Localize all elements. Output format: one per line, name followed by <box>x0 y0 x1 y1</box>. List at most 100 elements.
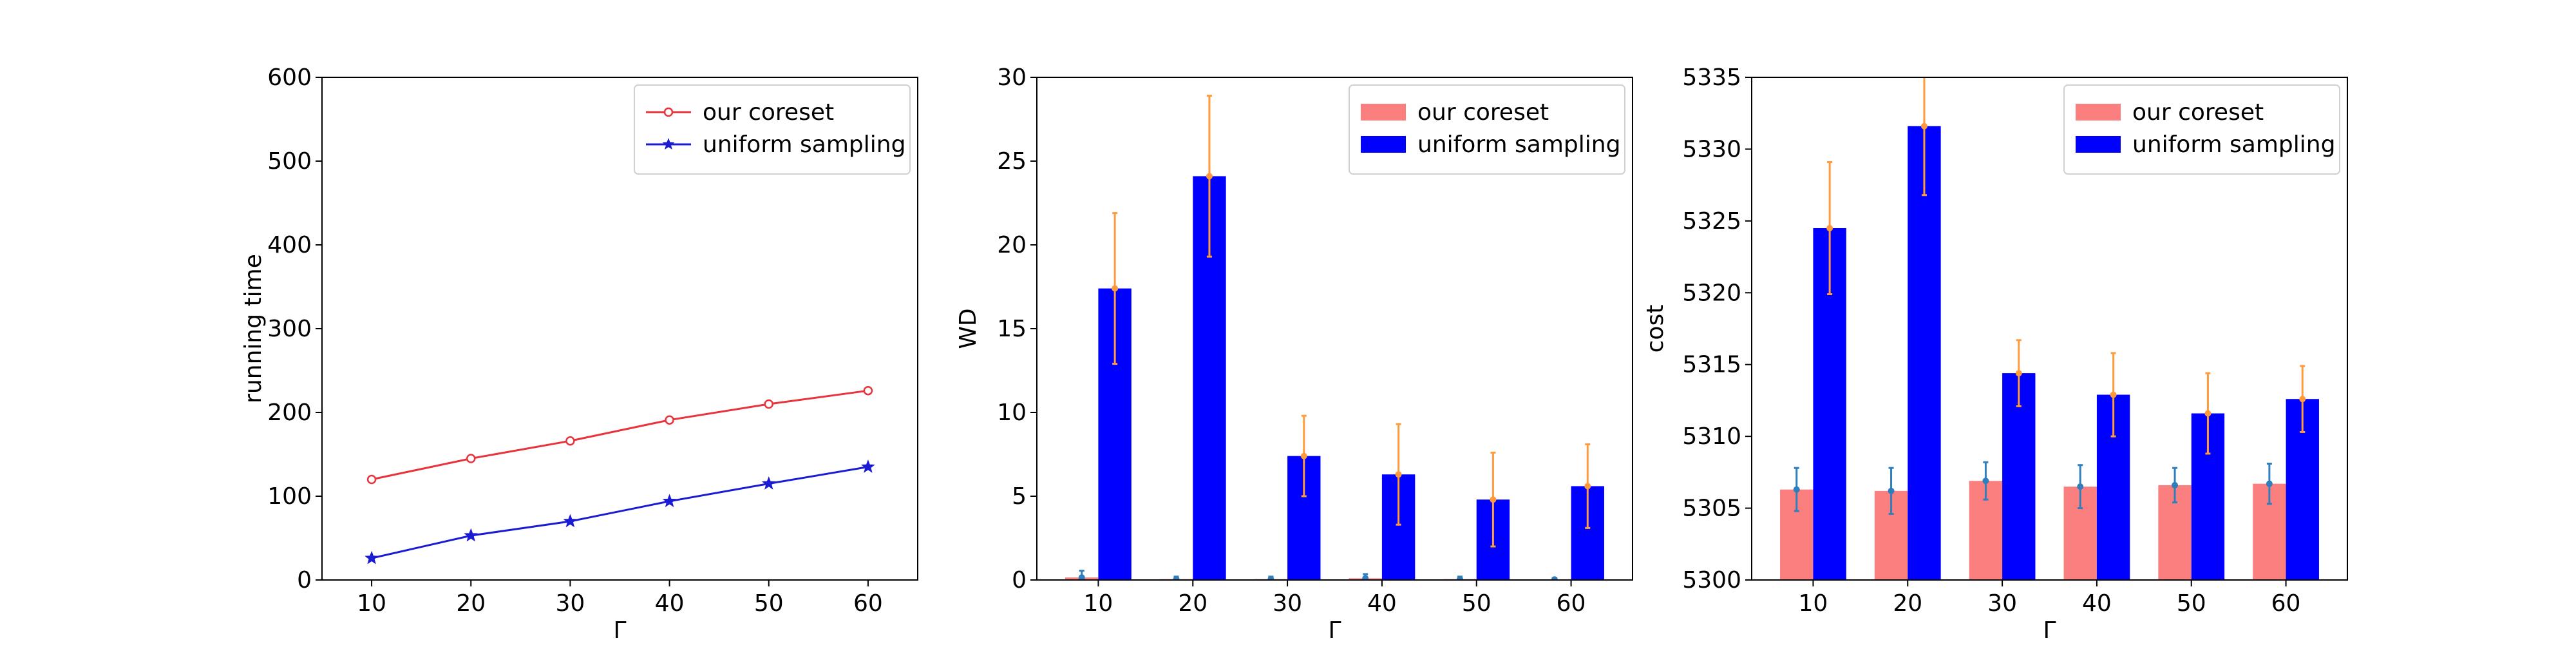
x-tick-label: 30 <box>1987 590 2017 617</box>
mean-marker <box>1982 478 1989 485</box>
mean-marker <box>2172 481 2179 488</box>
mean-marker <box>1793 486 1800 493</box>
data-point <box>761 476 776 490</box>
y-tick-label: 5300 <box>1682 567 1741 594</box>
legend-box <box>634 84 911 175</box>
y-tick-label: 0 <box>1012 567 1027 594</box>
bar-2 <box>2002 373 2036 580</box>
plot-area <box>365 385 875 565</box>
mean-marker <box>1362 575 1369 580</box>
y-tick-label: 30 <box>997 64 1027 91</box>
legend-swatch <box>2076 136 2121 153</box>
legend-entry-1: our coreset <box>2132 99 2264 126</box>
x-tick-label: 20 <box>1178 590 1208 617</box>
y-tick-label: 15 <box>997 316 1027 342</box>
x-tick-label: 50 <box>1462 590 1492 617</box>
mean-marker <box>1490 496 1497 503</box>
axes-frame <box>1751 77 2348 581</box>
legend-swatch <box>1361 136 1406 153</box>
mean-marker <box>1300 452 1307 459</box>
x-axis-label: Γ <box>1328 617 1341 644</box>
x-tick-label: 20 <box>456 590 486 617</box>
x-tick-label: 60 <box>853 590 883 617</box>
mean-marker <box>1267 575 1274 580</box>
x-tick-label: 60 <box>1557 590 1586 617</box>
data-point <box>863 385 873 396</box>
x-tick-label: 30 <box>1273 590 1302 617</box>
x-tick-label: 50 <box>2177 590 2206 617</box>
y-tick-label: 25 <box>997 148 1027 175</box>
mean-marker <box>1078 574 1085 580</box>
y-axis-label: WD <box>955 308 981 349</box>
plot-area <box>1780 77 2319 580</box>
x-tick-label: 40 <box>2082 590 2112 617</box>
series-line-2 <box>371 466 869 559</box>
legend-entry-1: our coreset <box>703 99 834 126</box>
data-point <box>665 415 674 425</box>
chart-panel-1: 0 100 200 300 400 500 600 10 20 30 40 50 60 Γrunning … <box>240 64 918 644</box>
legend-swatch <box>2076 104 2121 121</box>
legend-entry-2: uniform sampling <box>703 131 905 158</box>
chart-panel-3: 5300 5305 5310 5315 5320 5325 5330 5335 10 20 30 40… <box>1642 64 2348 644</box>
data-point <box>861 459 875 473</box>
mean-marker <box>1206 173 1213 180</box>
data-point <box>662 494 677 508</box>
data-point <box>464 528 478 542</box>
y-tick-label: 5320 <box>1682 280 1741 306</box>
data-point <box>366 474 377 485</box>
legend-marker <box>663 107 674 117</box>
mean-marker <box>1826 225 1833 231</box>
legend-swatch <box>1361 104 1406 121</box>
data-point <box>466 454 476 463</box>
y-tick-label: 0 <box>297 567 312 594</box>
x-tick-label: 10 <box>1084 590 1113 617</box>
x-tick-label: 30 <box>556 590 585 617</box>
x-tick-label: 20 <box>1893 590 1922 617</box>
legend: our coreset uniform sampling <box>634 84 911 175</box>
mean-marker <box>2077 483 2084 490</box>
series-line-1 <box>371 389 869 481</box>
x-tick-label: 10 <box>357 590 386 617</box>
data-point <box>365 550 379 565</box>
y-tick-label: 5305 <box>1682 496 1741 522</box>
chart-panel-2: 0 5 10 15 20 25 30 10 20 30 40 50 60 Γ WD our coreset un… <box>955 64 1633 644</box>
y-tick-label: 5310 <box>1682 423 1741 450</box>
y-axis-label: cost <box>1642 305 1669 353</box>
y-tick-label: 300 <box>267 316 312 342</box>
mean-marker <box>1173 575 1180 580</box>
mean-marker <box>2015 370 2022 377</box>
y-tick-label: 600 <box>267 64 312 91</box>
mean-marker <box>1551 576 1558 580</box>
plot-area <box>1065 95 1604 580</box>
y-tick-label: 500 <box>267 148 312 175</box>
y-tick-label: 200 <box>267 400 312 426</box>
y-tick-label: 400 <box>267 232 312 258</box>
y-tick-label: 100 <box>267 483 312 510</box>
y-tick-label: 10 <box>997 400 1027 426</box>
mean-marker <box>2204 410 2211 417</box>
x-axis-label: Γ <box>613 617 626 644</box>
legend: our coreset uniform sampling <box>1349 84 1625 175</box>
x-tick-label: 40 <box>655 590 685 617</box>
mean-marker <box>1920 122 1927 130</box>
data-point <box>563 514 578 528</box>
legend-box <box>2063 84 2340 175</box>
legend-box <box>1349 84 1625 175</box>
mean-marker <box>2110 391 2117 398</box>
y-tick-label: 5315 <box>1682 352 1741 378</box>
x-tick-label: 60 <box>2271 590 2301 617</box>
data-point <box>565 436 575 446</box>
legend-entry-2: uniform sampling <box>1417 131 1620 158</box>
y-tick-label: 5330 <box>1682 136 1741 162</box>
mean-marker <box>1888 487 1895 494</box>
y-tick-label: 5 <box>1012 483 1027 510</box>
mean-marker <box>1112 285 1119 292</box>
y-tick-label: 20 <box>997 232 1027 258</box>
legend-entry-2: uniform sampling <box>2132 131 2335 158</box>
bar-2 <box>1908 126 1941 580</box>
x-tick-label: 50 <box>754 590 784 617</box>
y-tick-label: 5335 <box>1682 64 1741 91</box>
mean-marker <box>1584 483 1591 490</box>
